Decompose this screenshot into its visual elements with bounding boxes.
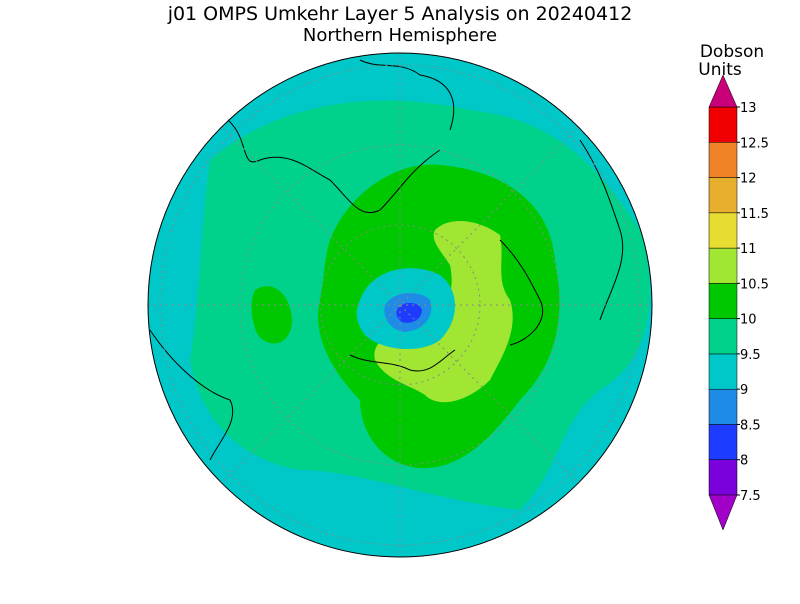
map-border: [147, 52, 653, 558]
colorbar-bin: [708, 247, 738, 284]
colorbar-label: 7.5: [740, 489, 761, 504]
colorbar-bin: [708, 177, 738, 214]
colorbar: Dobson Units 7.5 8 8.5 9 9.5 10 10.5 11 11.5 12 12…: [698, 42, 769, 531]
colorbar-label: 13: [740, 101, 757, 116]
colorbar-bin: [708, 388, 738, 425]
colorbar-bin: [708, 212, 738, 249]
colorbar-unit: Units: [698, 60, 742, 80]
colorbar-label: 11: [740, 242, 757, 257]
coastlines: [149, 59, 624, 461]
title: j01 OMPS Umkehr Layer 5 Analysis on 2024…: [167, 3, 633, 25]
colorbar-bin: [708, 283, 738, 319]
subtitle: Northern Hemisphere: [303, 25, 497, 46]
colorbar-label: 9.5: [740, 348, 761, 363]
graticule: [148, 53, 652, 557]
colorbar-label: 10.5: [740, 277, 769, 292]
colorbar-label: 9: [740, 383, 748, 398]
colorbar-label: 12: [740, 172, 757, 187]
colorbar-bin: [708, 318, 738, 355]
polar-map: [147, 52, 653, 558]
colorbar-bin: [708, 424, 738, 460]
colorbar-label: 8.5: [740, 418, 761, 433]
colorbar-over: [708, 74, 738, 108]
colorbar-unit: Dobson: [700, 42, 764, 62]
colorbar-bin: [708, 106, 738, 143]
contour-10: [251, 286, 292, 344]
colorbar-bin: [708, 459, 738, 496]
colorbar-under: [708, 494, 738, 531]
colorbar-label: 11.5: [740, 207, 769, 222]
contour-8: [396, 302, 422, 323]
colorbar-bin: [708, 353, 738, 390]
colorbar-label: 8: [740, 454, 748, 469]
colorbar-label: 10: [740, 313, 757, 328]
colorbar-bin: [708, 142, 738, 178]
colorbar-label: 12.5: [740, 136, 769, 151]
